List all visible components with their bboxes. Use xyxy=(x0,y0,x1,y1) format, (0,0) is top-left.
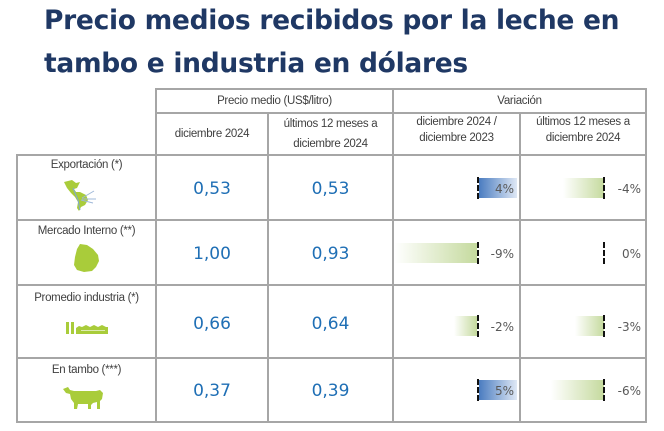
variation-bar xyxy=(563,178,604,198)
variation-december: 4% xyxy=(494,182,514,196)
title-line-1: Precio medios recibidos por la leche en xyxy=(44,5,620,36)
header-text: diciembre 2024 xyxy=(545,132,621,144)
variation-axis xyxy=(477,177,479,199)
price-12-months: 0,53 xyxy=(311,179,350,199)
header-text: últimos 12 meses a xyxy=(283,118,378,130)
price-december: 1,00 xyxy=(193,244,231,264)
variation-bar xyxy=(479,178,517,198)
variation-bar xyxy=(551,380,604,400)
grid-line xyxy=(155,88,157,423)
grid-line xyxy=(155,88,647,90)
variation-bar xyxy=(479,380,517,400)
header-variation-12-months: últimos 12 meses a diciembre 2024 xyxy=(521,114,645,146)
variation-axis xyxy=(603,379,605,401)
grid-line xyxy=(16,421,647,423)
header-price-group: Precio medio (US$/litro) xyxy=(217,95,332,107)
row-label: Mercado Interno (**) xyxy=(37,225,136,237)
variation-12-months: -6% xyxy=(617,384,641,398)
price-december: 0,37 xyxy=(193,381,231,401)
variation-axis xyxy=(477,242,479,264)
americas-map-icon xyxy=(64,180,96,211)
grid-line xyxy=(645,88,647,423)
variation-bar xyxy=(454,316,477,336)
price-12-months: 0,64 xyxy=(311,314,350,334)
header-text: diciembre 2023 xyxy=(419,132,494,144)
grid-line xyxy=(267,112,269,423)
variation-axis xyxy=(603,242,605,264)
header-variation-group: Variación xyxy=(497,95,542,107)
variation-12-months: -4% xyxy=(617,182,641,196)
title-line-2: tambo e industria en dólares xyxy=(44,48,468,79)
grid-line xyxy=(16,154,18,423)
factory-icon xyxy=(66,322,108,334)
variation-axis xyxy=(477,315,479,337)
header-text: últimos 12 meses a xyxy=(536,116,630,128)
variation-december: -9% xyxy=(490,247,514,261)
uruguay-map-icon xyxy=(74,244,99,272)
variation-bar xyxy=(395,243,477,263)
variation-bar xyxy=(575,316,604,336)
variation-december: 5% xyxy=(494,384,514,398)
variation-12-months: 0% xyxy=(621,247,641,261)
grid-line xyxy=(16,154,647,156)
header-price-december: diciembre 2024 xyxy=(174,128,250,140)
cow-icon xyxy=(63,387,103,409)
row-label: En tambo (***) xyxy=(51,364,122,376)
grid-line xyxy=(155,112,647,114)
grid-line xyxy=(392,88,394,423)
price-12-months: 0,93 xyxy=(311,244,350,264)
row-label: Promedio industria (*) xyxy=(34,292,139,304)
variation-december: -2% xyxy=(490,320,514,334)
grid-line xyxy=(16,219,647,221)
grid-line xyxy=(519,112,521,423)
variation-axis xyxy=(477,379,479,401)
price-december: 0,66 xyxy=(193,314,231,334)
row-label: Exportación (*) xyxy=(50,159,123,171)
price-12-months: 0,39 xyxy=(311,381,350,401)
grid-line xyxy=(16,357,647,359)
header-text: diciembre 2024 xyxy=(293,138,368,150)
price-december: 0,53 xyxy=(193,179,231,199)
variation-axis xyxy=(603,315,605,337)
header-price-12-months: últimos 12 meses a diciembre 2024 xyxy=(269,114,392,154)
grid-line xyxy=(16,284,647,286)
header-text: diciembre 2024 / xyxy=(416,116,497,128)
variation-12-months: -3% xyxy=(617,320,641,334)
header-variation-december: diciembre 2024 / diciembre 2023 xyxy=(394,114,519,146)
variation-axis xyxy=(603,177,605,199)
